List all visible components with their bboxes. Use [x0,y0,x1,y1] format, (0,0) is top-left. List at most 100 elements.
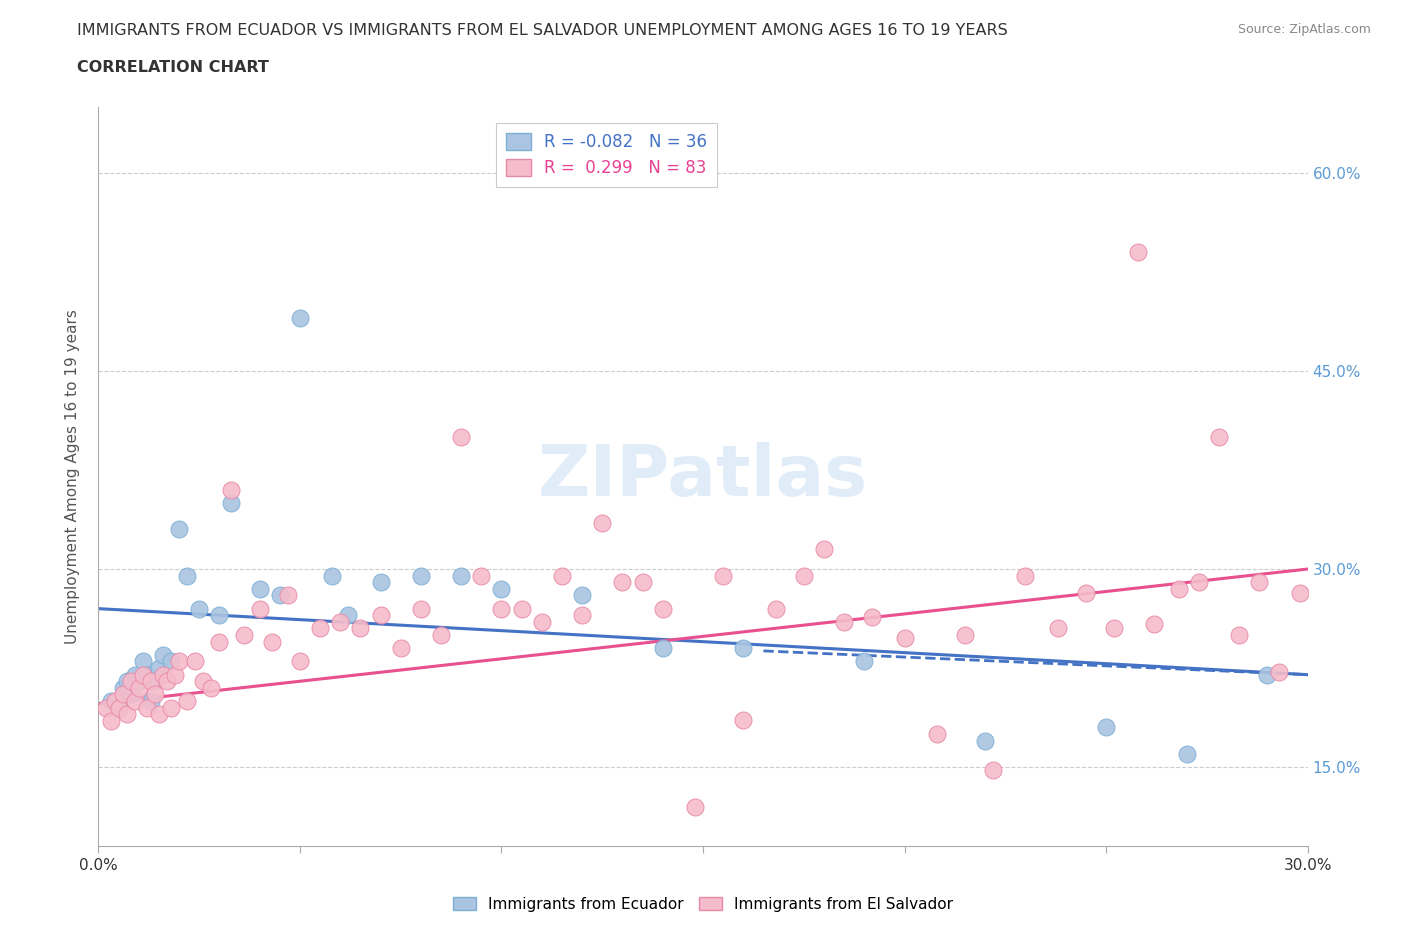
Point [260,634,283,649]
Point [124,667,146,682]
Point [683,799,706,814]
Point [184,654,207,669]
Point [288,311,311,325]
Point [107,700,129,715]
Point [148,660,170,675]
Point [631,575,654,590]
Point [733,641,755,656]
Point [349,621,371,636]
Text: IMMIGRANTS FROM ECUADOR VS IMMIGRANTS FROM EL SALVADOR UNEMPLOYMENT AMONG AGES 1: IMMIGRANTS FROM ECUADOR VS IMMIGRANTS FR… [77,23,1008,38]
Point [152,647,174,662]
Point [860,609,883,624]
Point [221,483,243,498]
Point [1175,747,1198,762]
Point [143,674,166,689]
Point [139,674,162,689]
Point [409,601,432,616]
Point [111,687,134,702]
Point [832,615,855,630]
Legend: R = -0.082   N = 36, R =  0.299   N = 83: R = -0.082 N = 36, R = 0.299 N = 83 [495,123,717,187]
Point [813,542,835,557]
Point [530,615,553,630]
Point [309,621,332,636]
Point [409,568,432,583]
Point [1268,665,1291,680]
Point [711,568,734,583]
Point [793,568,815,583]
Point [1369,594,1392,609]
Point [1288,585,1310,600]
Point [491,601,513,616]
Point [1046,621,1069,636]
Point [120,674,142,689]
Text: Source: ZipAtlas.com: Source: ZipAtlas.com [1237,23,1371,36]
Point [208,608,231,623]
Point [470,568,492,583]
Point [1256,667,1278,682]
Point [115,707,138,722]
Point [96,700,118,715]
Point [1188,575,1211,590]
Point [733,712,755,727]
Point [156,674,179,689]
Point [107,700,129,715]
Point [128,681,150,696]
Point [591,515,613,530]
Point [1227,628,1250,643]
Point [612,575,634,590]
Point [925,726,948,741]
Point [981,763,1004,777]
Point [1143,618,1166,632]
Point [853,654,876,669]
Point [1249,575,1271,590]
Point [152,667,174,682]
Point [765,601,787,616]
Point [163,667,186,682]
Legend: Immigrants from Ecuador, Immigrants from El Salvador: Immigrants from Ecuador, Immigrants from… [447,890,959,918]
Point [111,681,134,696]
Point [128,674,150,689]
Point [571,608,593,623]
Text: CORRELATION CHART: CORRELATION CHART [77,60,269,75]
Point [651,641,673,656]
Point [288,654,311,669]
Point [115,674,138,689]
Point [651,601,673,616]
Point [1348,792,1371,807]
Point [1102,621,1125,636]
Point [953,628,976,643]
Point [193,674,215,689]
Point [167,654,190,669]
Point [321,568,343,583]
Point [370,608,392,623]
Point [132,654,155,669]
Point [571,588,593,603]
Point [491,581,513,596]
Point [249,581,271,596]
Text: ZIPatlas: ZIPatlas [538,442,868,512]
Point [160,654,183,669]
Point [1329,594,1351,609]
Point [329,615,352,630]
Point [176,694,198,709]
Point [135,700,157,715]
Point [430,628,453,643]
Point [135,667,157,682]
Point [148,707,170,722]
Point [1074,585,1097,600]
Point [103,694,125,709]
Point [893,631,915,645]
Point [139,694,162,709]
Point [370,575,392,590]
Point [389,641,412,656]
Point [221,496,243,511]
Point [132,667,155,682]
Y-axis label: Unemployment Among Ages 16 to 19 years: Unemployment Among Ages 16 to 19 years [65,309,80,644]
Point [1128,245,1150,259]
Point [249,601,271,616]
Point [232,628,254,643]
Point [1014,568,1036,583]
Point [277,588,299,603]
Point [100,713,122,728]
Point [188,601,211,616]
